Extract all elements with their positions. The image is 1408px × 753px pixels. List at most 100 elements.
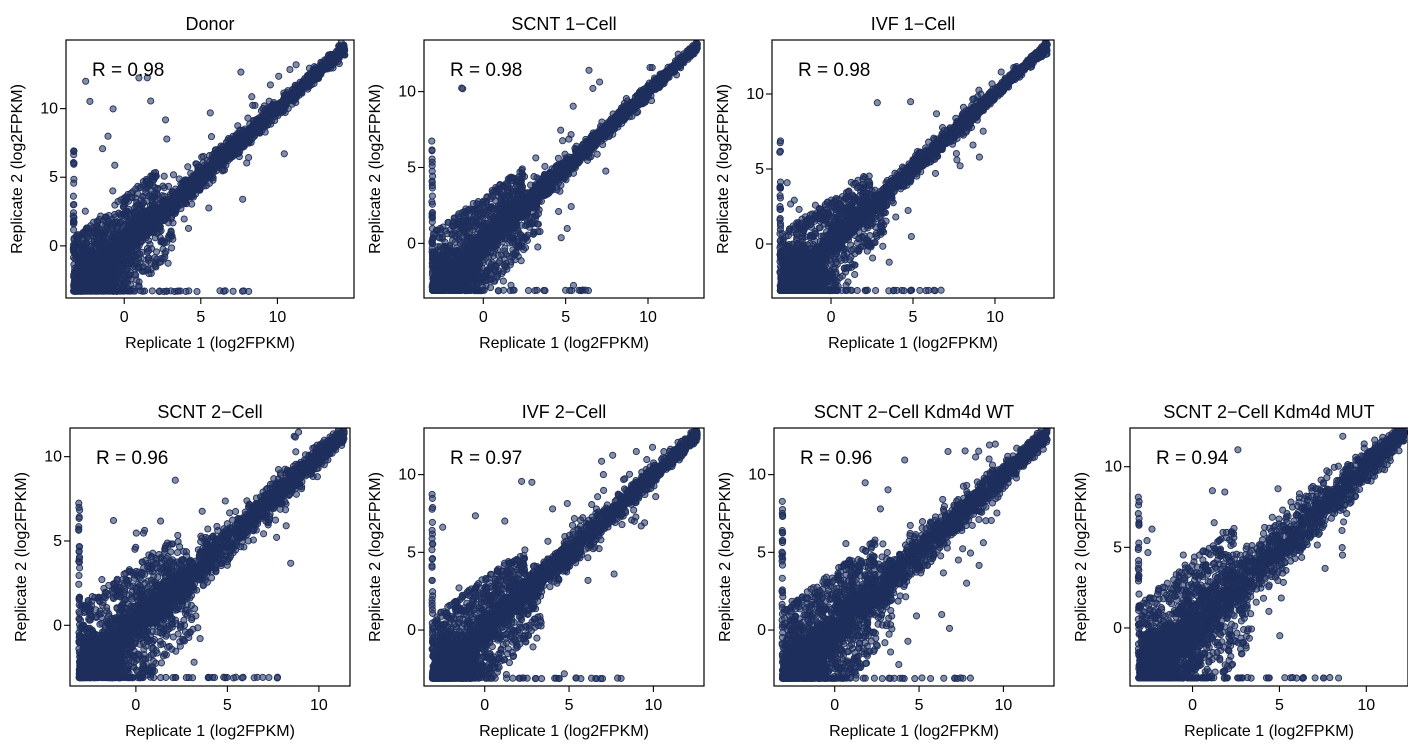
scatter-point — [198, 177, 206, 185]
scatter-point — [186, 175, 194, 184]
scatter-point — [103, 278, 111, 286]
scatter-point — [195, 183, 203, 191]
scatter-point — [111, 287, 119, 295]
scatter-point — [97, 228, 105, 236]
scatter-point — [206, 109, 214, 117]
scatter-point — [232, 140, 241, 148]
scatter-point — [167, 287, 175, 295]
scatter-point — [81, 207, 89, 215]
scatter-point — [270, 108, 278, 116]
scatter-point — [280, 150, 288, 158]
scatter-point — [266, 81, 274, 89]
scatter-point — [114, 232, 123, 240]
scatter-point — [160, 197, 168, 206]
x-axis-label: Replicate 1 (log2FPKM) — [125, 335, 295, 352]
scatter-point — [286, 65, 294, 74]
scatter-point — [108, 233, 116, 241]
scatter-point — [134, 262, 142, 271]
scatter-point — [102, 222, 110, 230]
scatter-point — [259, 118, 267, 126]
scatter-point — [193, 160, 201, 168]
scatter-point — [111, 161, 119, 169]
scatter-point — [157, 237, 166, 245]
panel-title: SCNT 1−Cell — [511, 14, 616, 34]
scatter-point — [292, 61, 300, 69]
scatter-point — [114, 240, 122, 248]
scatter-point — [69, 201, 77, 209]
scatter-point — [122, 264, 130, 272]
scatter-point — [129, 252, 137, 260]
scatter-point — [235, 153, 243, 161]
scatter-point — [133, 189, 142, 198]
y-tick-label: 10 — [40, 101, 58, 118]
scatter-point — [70, 246, 78, 255]
scatter-point — [296, 78, 304, 86]
scatter-point — [120, 257, 128, 265]
scatter-point — [144, 266, 152, 274]
scatter-point — [184, 163, 192, 171]
scatter-point — [183, 190, 191, 198]
scatter-point — [111, 201, 119, 209]
scatter-point — [80, 247, 88, 255]
scatter-point — [86, 97, 94, 105]
scatter-point — [87, 279, 95, 287]
scatter-point — [239, 195, 247, 203]
scatter-point — [114, 225, 122, 233]
scatter-point — [104, 270, 112, 278]
scatter-point — [213, 148, 221, 156]
scatter-point — [160, 172, 168, 180]
scatter-point — [135, 74, 143, 82]
scatter-point — [337, 43, 345, 51]
scatter-point — [154, 213, 162, 221]
scatter-point — [125, 210, 133, 218]
scatter-point — [289, 92, 298, 100]
scatter-point — [160, 184, 168, 192]
scatter-point — [159, 245, 167, 253]
scatter-point — [120, 202, 128, 210]
scatter-point — [265, 97, 273, 105]
scatter-point — [147, 172, 155, 180]
scatter-point — [321, 56, 329, 64]
scatter-point — [322, 62, 330, 70]
scatter-point — [216, 287, 224, 295]
scatter-point — [148, 287, 156, 295]
scatter-point — [116, 253, 124, 261]
x-tick-label: 10 — [269, 309, 287, 326]
scatter-point — [180, 215, 188, 223]
scatter-point — [111, 210, 119, 218]
scatter-point — [153, 255, 161, 263]
scatter-point — [136, 223, 144, 231]
scatter-point — [164, 259, 172, 267]
scatter-point — [125, 241, 133, 249]
scatter-point — [104, 248, 112, 256]
scatter-point — [79, 281, 87, 289]
scatter-points — [428, 40, 701, 295]
scatter-point — [93, 240, 101, 248]
scatter-point — [211, 159, 219, 167]
scatter-point — [136, 287, 145, 295]
scatter-point — [137, 238, 145, 246]
scatter-point — [205, 204, 213, 212]
scatter-point — [185, 287, 193, 295]
scatter-point — [281, 108, 289, 117]
scatter-point — [133, 232, 141, 240]
scatter-point — [220, 166, 228, 174]
scatter-point — [180, 184, 188, 192]
scatter-point — [133, 276, 141, 284]
scatter-point — [311, 75, 319, 83]
scatter-point — [163, 205, 171, 213]
scatter-point — [283, 95, 291, 103]
scatter-point — [208, 173, 216, 181]
scatter-point — [248, 93, 256, 101]
scatter-point — [70, 159, 78, 167]
scatter-point — [132, 209, 140, 218]
scatter-point — [221, 155, 229, 163]
scatter-point — [316, 68, 324, 76]
scatter-point — [292, 98, 300, 107]
scatter-point — [70, 260, 78, 269]
scatter-point — [116, 246, 124, 254]
scatter-point — [303, 83, 311, 91]
scatter-point — [109, 105, 117, 113]
scatter-point — [93, 277, 101, 285]
